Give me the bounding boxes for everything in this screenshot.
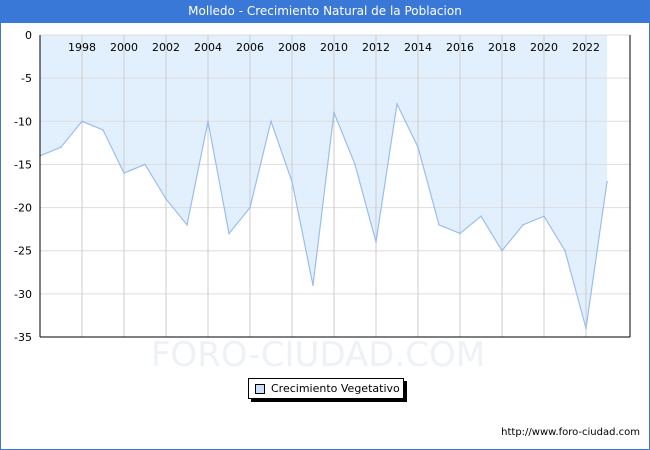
x-tick-label: 2004 xyxy=(194,41,222,54)
data-point xyxy=(186,224,188,226)
chart-title: Molledo - Crecimiento Natural de la Pobl… xyxy=(0,0,650,23)
legend-swatch xyxy=(255,384,265,394)
x-tick-label: 2010 xyxy=(320,41,348,54)
data-point xyxy=(291,180,293,183)
data-point xyxy=(123,172,125,174)
source-url: http://www.foro-ciudad.com xyxy=(501,427,640,438)
data-point xyxy=(480,215,482,217)
data-point xyxy=(564,249,566,252)
x-tick-label: 2000 xyxy=(110,41,138,54)
y-tick-label: -30 xyxy=(14,288,32,301)
data-point xyxy=(501,249,503,252)
x-tick-label: 2006 xyxy=(236,41,264,54)
data-point xyxy=(417,146,419,148)
y-tick-label: -20 xyxy=(14,202,32,215)
data-point xyxy=(585,327,587,330)
x-tick-label: 1998 xyxy=(68,41,96,54)
data-point xyxy=(459,232,461,235)
data-point xyxy=(144,163,146,166)
y-tick-label: -35 xyxy=(14,331,32,344)
legend-label: Crecimiento Vegetativo xyxy=(271,382,400,395)
data-point xyxy=(312,284,314,287)
x-tick-label: 2016 xyxy=(446,41,474,54)
y-tick-label: 0 xyxy=(25,29,32,42)
data-point xyxy=(333,111,335,114)
x-tick-label: 2012 xyxy=(362,41,390,54)
x-tick-label: 2018 xyxy=(488,41,516,54)
y-tick-label: -15 xyxy=(14,158,32,171)
data-point xyxy=(165,198,167,200)
data-point xyxy=(354,163,356,166)
y-tick-label: -25 xyxy=(14,245,32,258)
x-tick-label: 2020 xyxy=(530,41,558,54)
x-tick-label: 2008 xyxy=(278,41,306,54)
y-tick-label: -10 xyxy=(14,115,32,128)
data-point xyxy=(375,241,377,243)
data-point xyxy=(207,120,209,123)
x-tick-label: 2014 xyxy=(404,41,432,54)
watermark: FORO-CIUDAD.COM xyxy=(151,335,485,375)
y-tick-label: -5 xyxy=(21,72,32,85)
data-point xyxy=(270,120,272,123)
x-tick-label: 2002 xyxy=(152,41,180,54)
data-point xyxy=(60,146,62,148)
data-point xyxy=(228,232,230,235)
data-point xyxy=(438,224,440,226)
legend: Crecimiento Vegetativo xyxy=(248,378,404,399)
x-tick-label: 2022 xyxy=(572,41,600,54)
data-point xyxy=(543,215,545,217)
data-point xyxy=(396,103,398,105)
data-point xyxy=(249,206,251,209)
data-point xyxy=(522,224,524,226)
data-point xyxy=(102,129,104,131)
area-fill xyxy=(40,35,607,329)
series-line xyxy=(39,102,608,329)
data-point xyxy=(81,120,83,123)
data-point xyxy=(606,180,608,183)
